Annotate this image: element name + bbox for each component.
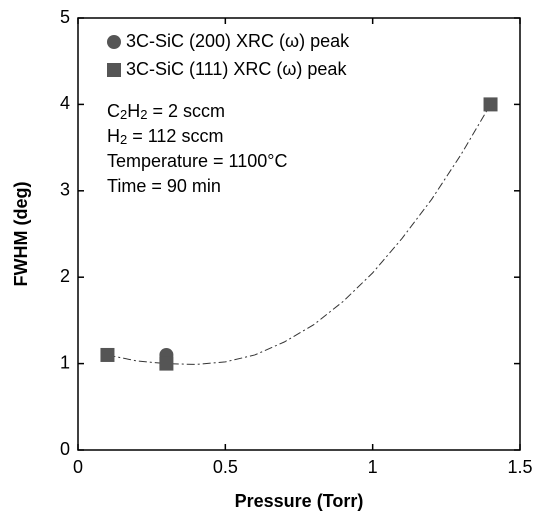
x-tick-label: 0.5 bbox=[213, 457, 238, 477]
y-tick-label: 2 bbox=[60, 266, 70, 286]
plot-frame bbox=[77, 17, 521, 451]
annotation-part: 2 bbox=[120, 107, 127, 122]
x-tick-label: 1 bbox=[368, 457, 378, 477]
y-tick-label: 4 bbox=[60, 93, 70, 113]
y-tick-label: 3 bbox=[60, 180, 70, 200]
annotation-part: = 112 sccm bbox=[127, 126, 223, 146]
annotation-part: C bbox=[107, 101, 120, 121]
legend-label: 3C-SiC (200) XRC (ω) peak bbox=[126, 31, 350, 51]
marker bbox=[159, 356, 174, 371]
y-tick-label: 0 bbox=[60, 439, 70, 459]
annotation: C2H2 = 2 sccm bbox=[107, 101, 225, 123]
marker bbox=[107, 35, 121, 49]
annotation-part: Time = 90 min bbox=[107, 176, 221, 196]
y-axis-title: FWHM (deg) bbox=[11, 182, 31, 287]
annotation: H2 = 112 sccm bbox=[107, 126, 223, 148]
x-tick-label: 1.5 bbox=[507, 457, 532, 477]
legend-label: 3C-SiC (111) XRC (ω) peak bbox=[126, 59, 347, 79]
annotation-part: Temperature = 1100°C bbox=[107, 151, 287, 171]
marker bbox=[100, 347, 115, 362]
y-tick-label: 1 bbox=[60, 352, 70, 372]
annotation-part: H bbox=[127, 101, 140, 121]
marker bbox=[483, 97, 498, 112]
x-tick-label: 0 bbox=[73, 457, 83, 477]
annotation-part: 2 bbox=[140, 107, 147, 122]
annotation-part: H bbox=[107, 126, 120, 146]
annotation-part: = 2 sccm bbox=[147, 101, 225, 121]
annotation: Temperature = 1100°C bbox=[107, 151, 287, 171]
annotation-part: 2 bbox=[120, 132, 127, 147]
annotation: Time = 90 min bbox=[107, 176, 221, 196]
marker bbox=[107, 63, 121, 77]
x-axis-title: Pressure (Torr) bbox=[235, 491, 364, 511]
y-tick-label: 5 bbox=[60, 7, 70, 27]
